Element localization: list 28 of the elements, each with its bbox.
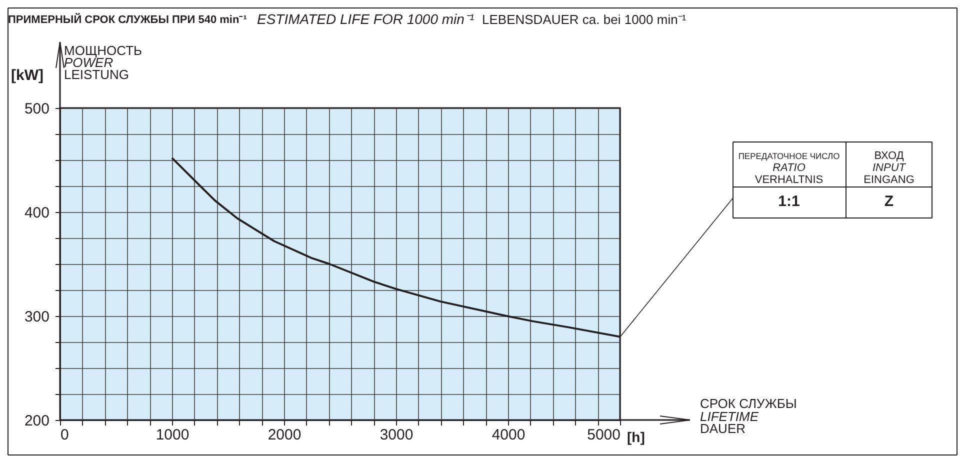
x-tick-label: 3000 [380, 426, 414, 444]
text: INPUT [872, 162, 907, 174]
y-tick-label: 500 [24, 100, 50, 118]
x-tick-label: 0 [60, 426, 69, 444]
x-tick-label: 1000 [156, 426, 190, 444]
x-tick-label: 5000 [587, 426, 620, 444]
text: ВХОД [874, 150, 904, 162]
text: [kW] [11, 67, 44, 84]
x-tick-label: 2000 [268, 426, 302, 444]
y-axis-title: МОЩНОСТЬ [64, 43, 142, 58]
text: 1:1 [778, 193, 800, 210]
text: LEBENSDAUER ca. bei 1000 min⁻¹ [482, 12, 687, 27]
x-tick-label: 4000 [492, 426, 526, 444]
text: RATIO [772, 162, 806, 174]
text: VERHALTNIS [754, 174, 824, 186]
chart-title: ПРИМЕРНЫЙ СРОК СЛУЖБЫ ПРИ 540 min⁻¹ [8, 13, 248, 26]
text: СРОК СЛУЖБЫ [700, 396, 797, 411]
text: ПЕРЕДАТОЧНОЕ ЧИСЛО [738, 151, 840, 161]
y-tick-label: 400 [24, 204, 50, 222]
text: Z [884, 193, 894, 210]
y-tick-label: 200 [24, 412, 50, 430]
text: [h] [627, 429, 645, 445]
text: DAUER [700, 421, 746, 436]
text: LIFETIME [700, 409, 759, 424]
text: ESTIMATED LIFE FOR 1000 min⁻¹ [257, 11, 474, 27]
text: LEISTUNG [64, 67, 130, 82]
text: EINGANG [864, 174, 914, 186]
y-tick-label: 300 [24, 308, 50, 326]
